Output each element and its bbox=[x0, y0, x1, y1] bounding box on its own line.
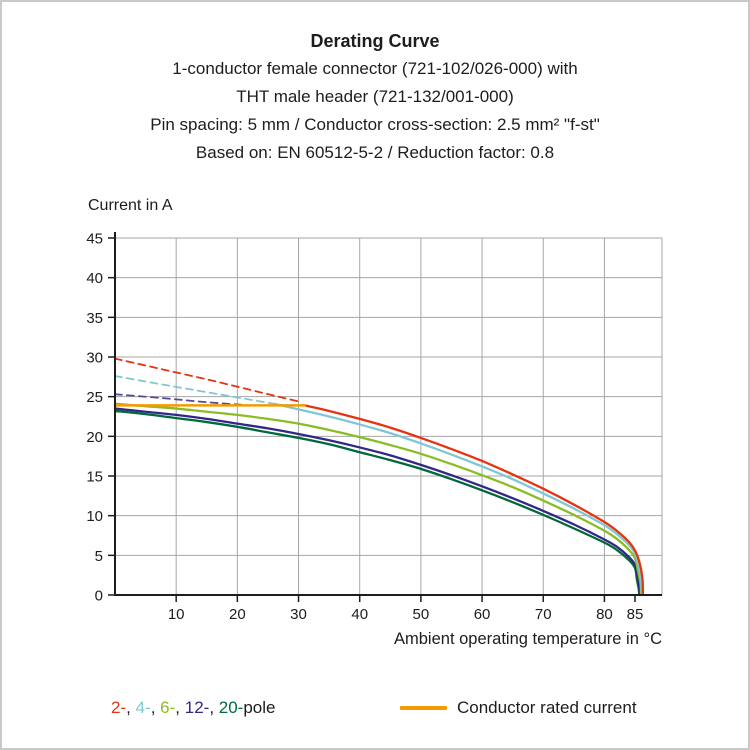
legend-pole-4: 4- bbox=[135, 698, 151, 717]
chart-subtitle-line-4: Based on: EN 60512-5-2 / Reduction facto… bbox=[195, 143, 555, 162]
curve-20-pole bbox=[113, 409, 641, 597]
y-tick-label: 15 bbox=[86, 469, 103, 486]
curve-6-pole bbox=[113, 402, 643, 597]
x-tick-label: 10 bbox=[168, 606, 185, 623]
y-tick-label: 5 bbox=[95, 548, 103, 565]
chart-subtitle-line-1: 1-conductor female connector (721-102/02… bbox=[172, 59, 578, 78]
legend: 2-, 4-, 6-, 12-, 20-pole Conductor rated… bbox=[0, 696, 750, 720]
legend-separator: , bbox=[209, 698, 219, 717]
pole-count-legend: 2-, 4-, 6-, 12-, 20-pole bbox=[111, 698, 275, 718]
x-tick-label: 40 bbox=[351, 606, 368, 623]
rated-current-legend: Conductor rated current bbox=[400, 696, 637, 720]
curve-2-pole bbox=[303, 404, 645, 597]
legend-pole-2: 2- bbox=[111, 698, 127, 717]
legend-pole-suffix: pole bbox=[243, 698, 276, 717]
chart-subtitle-line-2: THT male header (721-132/001-000) bbox=[236, 87, 514, 106]
curve-2-pole-theoretical bbox=[114, 357, 300, 403]
legend-separator: , bbox=[126, 698, 136, 717]
y-tick-label: 0 bbox=[95, 588, 103, 605]
legend-pole-20: 20- bbox=[218, 698, 244, 717]
x-tick-label: 30 bbox=[290, 606, 307, 623]
x-tick-label: 80 bbox=[596, 606, 613, 623]
legend-pole-12: 12- bbox=[184, 698, 210, 717]
chart-subtitle-line-3: Pin spacing: 5 mm / Conductor cross-sect… bbox=[150, 115, 600, 134]
y-tick-label: 25 bbox=[86, 389, 103, 406]
curve-12-pole-theoretical bbox=[114, 393, 251, 407]
y-tick-label: 20 bbox=[86, 429, 103, 446]
x-tick-label: 85 bbox=[627, 606, 644, 623]
y-axis-title: Current in A bbox=[88, 197, 173, 214]
rated-current-label: Conductor rated current bbox=[457, 698, 637, 717]
y-tick-label: 45 bbox=[86, 231, 103, 248]
chart-title: Derating Curve bbox=[310, 31, 440, 51]
curve-12-pole bbox=[113, 407, 642, 597]
rated-current-line-swatch bbox=[400, 706, 447, 710]
x-axis-title: Ambient operating temperature in °C bbox=[394, 630, 662, 648]
x-tick-label: 20 bbox=[229, 606, 246, 623]
legend-separator: , bbox=[175, 698, 185, 717]
curve-4-pole bbox=[272, 402, 643, 597]
legend-separator: , bbox=[150, 698, 161, 717]
x-tick-label: 50 bbox=[413, 606, 430, 623]
y-tick-label: 30 bbox=[86, 350, 103, 367]
x-tick-label: 70 bbox=[535, 606, 552, 623]
y-tick-label: 10 bbox=[86, 508, 103, 525]
x-tick-label: 60 bbox=[474, 606, 491, 623]
legend-pole-6: 6- bbox=[160, 698, 176, 717]
y-tick-label: 35 bbox=[86, 310, 103, 327]
curve-4-pole-theoretical bbox=[114, 375, 275, 405]
y-tick-label: 40 bbox=[86, 270, 103, 287]
chart-header: Derating Curve 1-conductor female connec… bbox=[0, 27, 750, 167]
